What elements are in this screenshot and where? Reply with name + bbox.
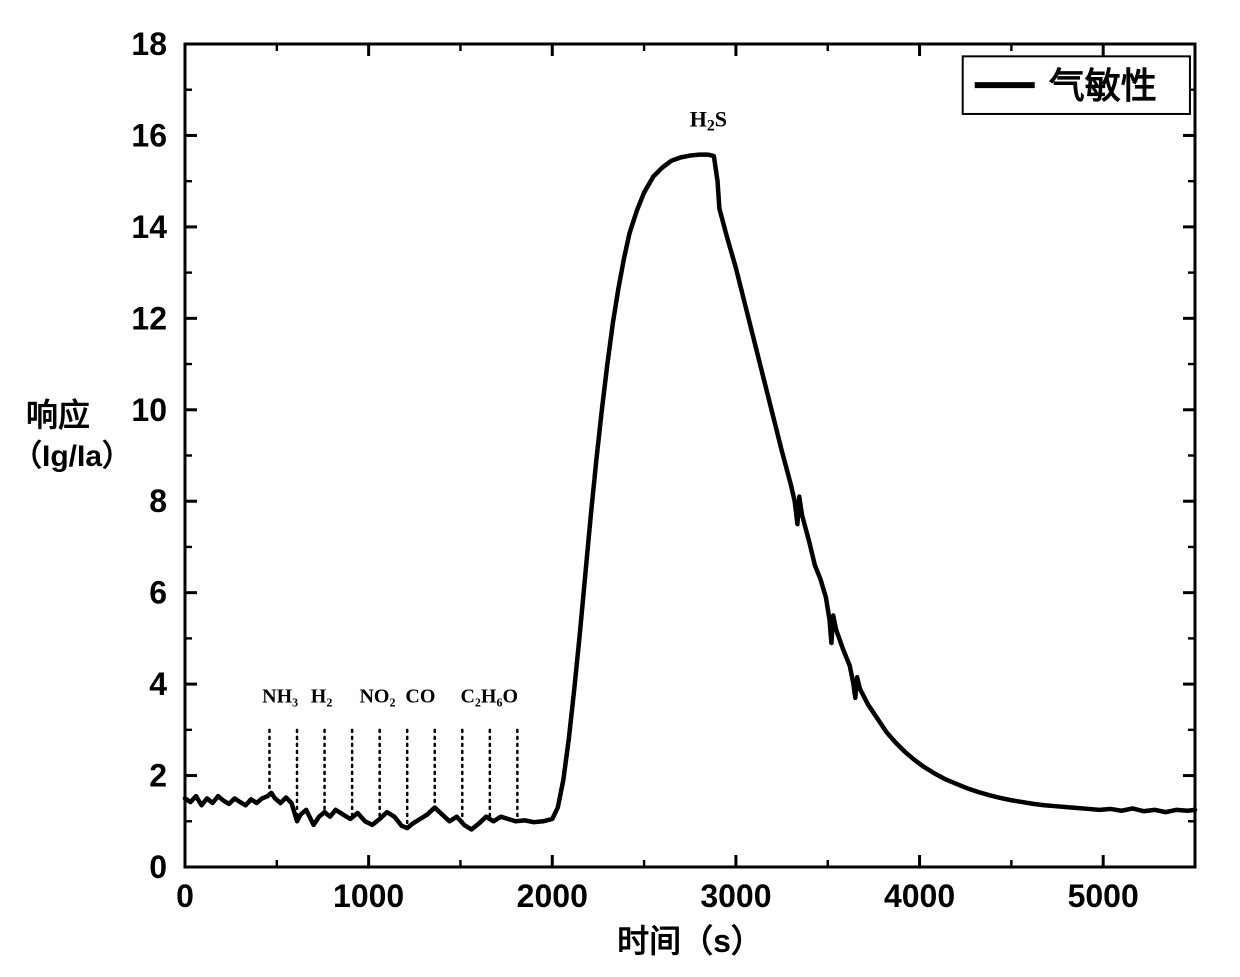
gas-label: NO₂ (359, 685, 395, 707)
y-tick-label: 16 (131, 117, 167, 153)
gas-sensitivity-chart: 0 1000 2000 3000 4000 5000 0 2 4 6 8 10 12 14 16 18 时间（s… (0, 0, 1240, 977)
y-axis-title-2: （Ig/Ia） (12, 439, 132, 473)
y-tick-label: 6 (149, 575, 167, 611)
y-tick-label: 18 (131, 26, 167, 62)
gas-label: C₂H₆O (460, 685, 518, 707)
x-tick-label: 1000 (333, 878, 404, 914)
x-axis-title: 时间（s） (617, 923, 763, 959)
y-tick-label: 14 (131, 209, 167, 245)
legend-label: 气敏性 (1049, 65, 1157, 106)
y-tick-label: 10 (131, 392, 167, 428)
y-tick-label: 0 (149, 849, 167, 885)
y-tick-label: 4 (149, 666, 167, 702)
gas-label: CO (405, 685, 435, 707)
x-tick-label: 3000 (700, 878, 771, 914)
gas-label: NH₃ (262, 685, 298, 707)
y-tick-label: 2 (149, 758, 167, 794)
x-tick-label: 5000 (1068, 878, 1139, 914)
x-tick-label: 2000 (517, 878, 588, 914)
x-tick-label: 4000 (884, 878, 955, 914)
y-tick-label: 8 (149, 483, 167, 519)
y-tick-label: 12 (131, 300, 167, 336)
gas-label: H₂ (311, 685, 333, 707)
y-axis-title-1: 响应 (26, 397, 90, 433)
x-tick-label: 0 (176, 878, 194, 914)
